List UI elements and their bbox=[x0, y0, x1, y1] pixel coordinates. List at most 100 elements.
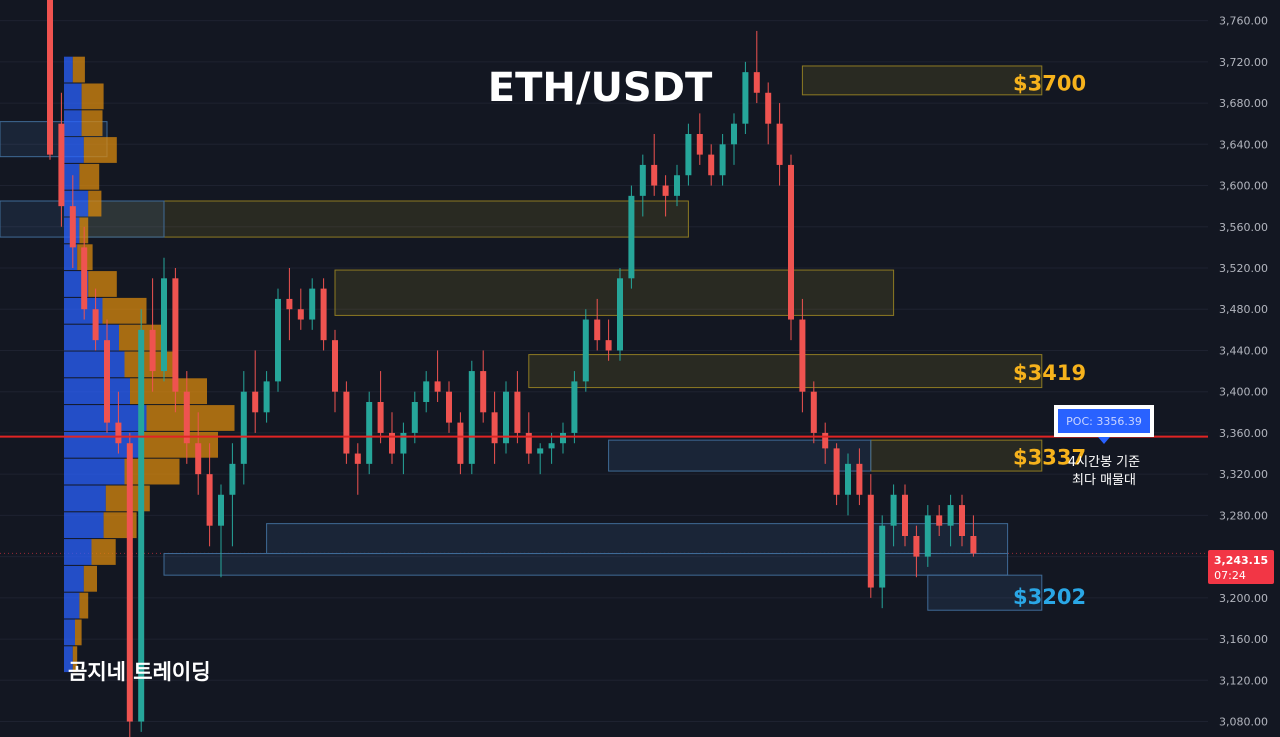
candle-body bbox=[240, 391, 247, 464]
candle-body bbox=[845, 463, 851, 495]
candle-body bbox=[719, 144, 726, 176]
candle-body bbox=[582, 319, 589, 382]
volume-bar-buy bbox=[64, 83, 82, 110]
volume-bar-buy bbox=[64, 592, 80, 619]
candle-body bbox=[525, 432, 532, 454]
volume-bar-sell bbox=[146, 405, 235, 431]
candle-body bbox=[856, 463, 863, 495]
candle-body bbox=[902, 494, 908, 536]
candle-body bbox=[218, 494, 224, 526]
candle-body bbox=[571, 381, 578, 433]
y-tick-label: 3,080.00 bbox=[1219, 716, 1268, 729]
candle-body bbox=[400, 432, 407, 454]
candle-body bbox=[959, 505, 965, 536]
level-label: $3700 bbox=[1013, 71, 1086, 95]
candle-body bbox=[491, 412, 498, 444]
y-tick-label: 3,560.00 bbox=[1219, 221, 1268, 234]
level-label: $3419 bbox=[1013, 361, 1086, 385]
candle-body bbox=[799, 319, 806, 392]
candle-body bbox=[58, 123, 65, 207]
zone-box bbox=[334, 269, 895, 316]
price-axis[interactable]: 3,760.00 3,720.00 3,680.00 3,640.00 3,600.00… bbox=[1219, 15, 1268, 729]
poc-note-line1: 4시간봉 기준 bbox=[1068, 455, 1140, 470]
volume-bar-sell bbox=[81, 83, 104, 110]
volume-bar-sell bbox=[88, 271, 117, 297]
candle-body bbox=[674, 175, 680, 196]
level-label: $3202 bbox=[1013, 585, 1086, 609]
candle-body bbox=[377, 402, 384, 433]
poc-label: POC: 3356.39 bbox=[1066, 415, 1142, 428]
y-tick-label: 3,280.00 bbox=[1219, 509, 1268, 522]
candle-body bbox=[69, 206, 76, 248]
volume-bar-buy bbox=[64, 512, 104, 539]
last-price-tag: 3,243.15 07:24 bbox=[1208, 550, 1274, 584]
last-price-timer: 07:24 bbox=[1214, 569, 1246, 582]
y-tick-label: 3,160.00 bbox=[1219, 633, 1268, 646]
candle-body bbox=[172, 278, 179, 392]
volume-bar-buy bbox=[64, 324, 119, 351]
volume-bar-sell bbox=[81, 110, 103, 137]
candle-body bbox=[446, 391, 452, 423]
y-tick-label: 3,760.00 bbox=[1219, 15, 1268, 28]
y-tick-label: 3,200.00 bbox=[1219, 592, 1268, 605]
candle-body bbox=[708, 154, 715, 176]
candle-body bbox=[149, 329, 156, 372]
y-tick-label: 3,640.00 bbox=[1219, 138, 1268, 151]
candle-body bbox=[947, 505, 954, 526]
volume-bar-buy bbox=[64, 378, 130, 405]
volume-bar-buy bbox=[64, 137, 84, 163]
candle-body bbox=[605, 340, 612, 351]
candle-body bbox=[195, 443, 202, 475]
candle-body bbox=[936, 515, 943, 526]
candle-body bbox=[970, 536, 977, 554]
volume-bar-buy bbox=[64, 110, 82, 137]
candle-body bbox=[115, 422, 122, 444]
candle-body bbox=[594, 319, 601, 341]
y-tick-label: 3,120.00 bbox=[1219, 674, 1268, 687]
candles bbox=[47, 0, 977, 737]
candle-body bbox=[183, 391, 190, 444]
candle-body bbox=[879, 525, 886, 588]
candle-body bbox=[628, 195, 635, 279]
candle-body bbox=[685, 134, 692, 176]
candle-body bbox=[867, 494, 874, 588]
watermark-text: 곰지네 트레이딩 bbox=[68, 660, 211, 684]
candle-body bbox=[92, 309, 99, 341]
volume-bar-buy bbox=[64, 646, 73, 673]
level-label: $3337 bbox=[1013, 446, 1086, 470]
candle-body bbox=[731, 123, 737, 145]
candle-body bbox=[548, 443, 555, 449]
zone-box bbox=[163, 553, 1009, 576]
candle-body bbox=[434, 381, 441, 392]
candle-body bbox=[503, 391, 509, 444]
volume-bar-buy bbox=[64, 163, 80, 190]
volume-bar-sell bbox=[88, 190, 102, 217]
volume-bar-buy bbox=[64, 190, 89, 217]
candle-body bbox=[309, 288, 316, 320]
candle-body bbox=[696, 134, 703, 155]
volume-bar-sell bbox=[75, 619, 82, 646]
y-tick-label: 3,440.00 bbox=[1219, 344, 1268, 357]
volume-bar-sell bbox=[72, 56, 85, 83]
volume-bar-sell bbox=[79, 163, 100, 190]
candle-body bbox=[776, 123, 783, 165]
candle-body bbox=[480, 371, 487, 413]
candle-body bbox=[229, 463, 236, 495]
zone-box bbox=[608, 439, 872, 472]
volume-bar-buy bbox=[64, 458, 125, 485]
volume-bar-buy bbox=[64, 619, 75, 646]
candle-body bbox=[742, 72, 749, 124]
y-tick-label: 3,600.00 bbox=[1219, 180, 1268, 193]
candle-body bbox=[297, 309, 304, 320]
candle-body bbox=[47, 0, 53, 155]
candle-body bbox=[788, 164, 794, 320]
candle-body bbox=[765, 92, 772, 124]
candle-body bbox=[423, 381, 430, 402]
candle-body bbox=[81, 247, 88, 310]
candle-body bbox=[924, 515, 931, 557]
y-tick-label: 3,720.00 bbox=[1219, 56, 1268, 69]
zone-box bbox=[528, 354, 1043, 389]
candle-body bbox=[343, 391, 350, 454]
poc-note-line2: 최다 매물대 bbox=[1072, 473, 1136, 488]
